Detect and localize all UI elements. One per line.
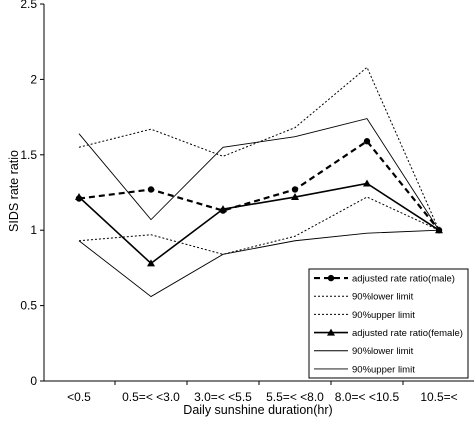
legend-label-0: adjusted rate ratio(male) xyxy=(352,273,455,284)
series-line-2 xyxy=(78,66,440,231)
y-tick-label: 1.5 xyxy=(20,148,37,162)
y-tick-label: 0 xyxy=(30,374,37,388)
series-line-1 xyxy=(78,196,440,255)
x-tick-label: 0.5=< <3.0 xyxy=(122,390,180,404)
legend-label-5: 90%upper limit xyxy=(352,364,415,375)
x-tick-label: 3.0=< <5.5 xyxy=(194,390,252,404)
data-point xyxy=(219,205,227,213)
legend-box xyxy=(308,268,469,379)
legend: adjusted rate ratio(male) 90%lower limit 9… xyxy=(308,268,469,379)
series-line-4 xyxy=(78,229,440,298)
data-point xyxy=(363,138,371,145)
y-tick-label: 2.5 xyxy=(20,0,37,11)
data-point xyxy=(291,186,299,193)
series-line-5 xyxy=(78,118,440,231)
y-tick-label: 2 xyxy=(30,72,37,86)
y-tick-label: 1 xyxy=(30,223,37,237)
data-point xyxy=(147,186,155,193)
y-axis-title: SIDS rate ratio xyxy=(7,150,21,232)
legend-label-3: adjusted rate ratio(female) xyxy=(352,328,463,339)
legend-marker-3 xyxy=(327,328,335,336)
legend-label-4: 90%lower limit xyxy=(352,346,414,357)
data-point xyxy=(363,179,371,187)
legend-label-2: 90%upper limit xyxy=(352,310,415,321)
data-point xyxy=(147,259,155,267)
legend-marker-0 xyxy=(327,274,335,282)
axes-layer: 0 0.5 1 1.5 2 2.5 <0.5 0.5=< <3.0 3.0=< <5.5 5.5=… xyxy=(20,0,474,404)
x-tick-label: 10.5=< xyxy=(420,390,457,404)
series-line-0 xyxy=(78,139,440,231)
x-tick-label: 5.5=< <8.0 xyxy=(266,390,324,404)
series-line-3 xyxy=(78,182,440,265)
y-tick-label: 0.5 xyxy=(20,299,37,313)
legend-label-1: 90%lower limit xyxy=(352,292,414,303)
x-tick-label: <0.5 xyxy=(67,390,91,404)
series-layer xyxy=(75,66,443,298)
data-point xyxy=(75,193,83,201)
x-axis-title: Daily sunshine duration(hr) xyxy=(183,403,332,417)
data-point xyxy=(291,193,299,201)
x-tick-label: 8.0=< <10.5 xyxy=(335,390,400,404)
